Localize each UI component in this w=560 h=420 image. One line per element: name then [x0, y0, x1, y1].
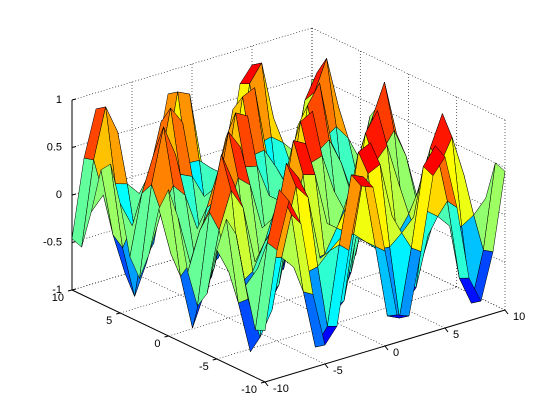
surface-patch [255, 242, 278, 331]
x-tick-label: 0 [393, 347, 399, 359]
grid-line [131, 271, 326, 365]
tick-mark [264, 381, 269, 387]
x-tick-label: -10 [273, 383, 289, 395]
tick-mark [67, 289, 73, 292]
y-tick-label: 5 [106, 315, 112, 327]
y-tick-label: -5 [199, 361, 209, 373]
tick-mark [212, 358, 217, 361]
x-tick-label: 5 [453, 329, 459, 341]
tick-mark [324, 363, 329, 369]
tick-mark [260, 381, 266, 384]
tick-mark [71, 193, 77, 196]
z-tick-label: 0 [56, 189, 62, 201]
tick-mark [444, 327, 449, 333]
z-tick-label: -0.5 [43, 236, 62, 248]
y-tick-label: -10 [241, 384, 257, 396]
tick-mark [384, 345, 389, 351]
x-tick-label: 10 [513, 311, 525, 323]
y-tick-label: 10 [52, 292, 64, 304]
tick-mark [164, 335, 169, 338]
y-tick-label: 0 [154, 338, 160, 350]
tick-mark [71, 146, 77, 148]
z-tick-label: 0.5 [47, 141, 62, 153]
tick-mark [71, 288, 77, 291]
tick-mark [504, 309, 509, 315]
tick-mark [116, 312, 121, 315]
z-tick-label: -1 [52, 284, 62, 296]
tick-mark [71, 98, 77, 101]
x-tick-label: -5 [333, 365, 343, 377]
z-tick-label: 1 [56, 94, 62, 106]
grid-line [191, 253, 386, 347]
